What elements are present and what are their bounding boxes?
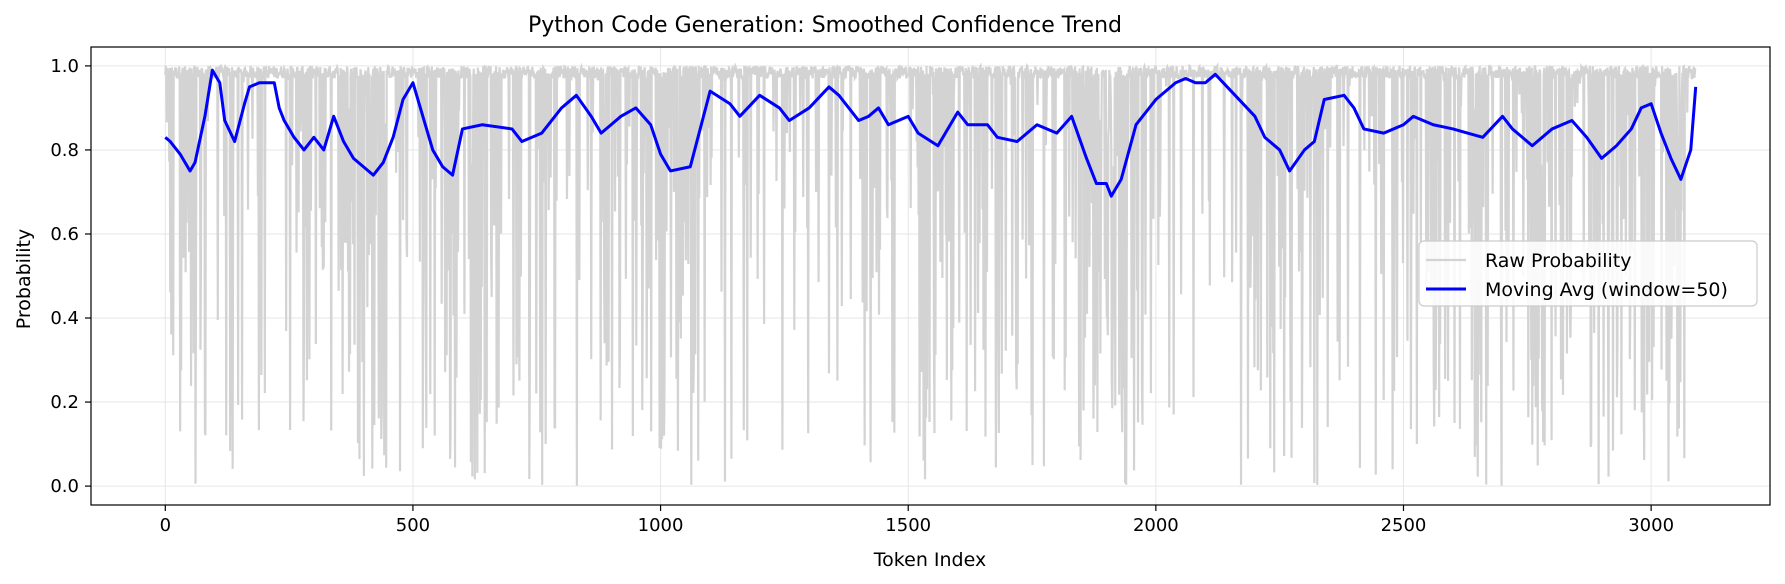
legend-label: Moving Avg (window=50) — [1485, 279, 1728, 301]
plot-frame — [90, 46, 1771, 506]
moving-average-series — [164, 68, 1698, 198]
legend: Raw Probability Moving Avg (window=50) — [1418, 240, 1758, 307]
chart-title: Python Code Generation: Smoothed Confide… — [528, 13, 1122, 38]
x-tick-label: 2500 — [1381, 515, 1427, 536]
x-tick-label: 3000 — [1628, 515, 1674, 536]
x-tick-label: 2000 — [1133, 515, 1179, 536]
y-tick-label: 0.2 — [50, 392, 79, 413]
y-tick-label: 0.0 — [50, 476, 79, 497]
legend-label: Raw Probability — [1485, 250, 1631, 272]
x-tick-label: 1500 — [885, 515, 931, 536]
y-axis-label: Probability — [13, 229, 35, 329]
y-axis-ticks: 0.0 0.2 0.4 0.6 0.8 1.0 — [50, 56, 91, 497]
x-tick-label: 500 — [396, 515, 430, 536]
x-axis-ticks: 0 500 1000 1500 2000 2500 3000 — [160, 505, 1674, 536]
y-tick-label: 1.0 — [50, 56, 79, 77]
x-tick-label: 0 — [160, 515, 171, 536]
legend-box — [1418, 240, 1758, 307]
y-tick-label: 0.6 — [50, 224, 79, 245]
moving-average-line — [164, 68, 1698, 198]
x-tick-label: 1000 — [638, 515, 684, 536]
x-axis-label: Token Index — [873, 549, 986, 571]
y-tick-label: 0.8 — [50, 140, 79, 161]
y-tick-label: 0.4 — [50, 308, 79, 329]
